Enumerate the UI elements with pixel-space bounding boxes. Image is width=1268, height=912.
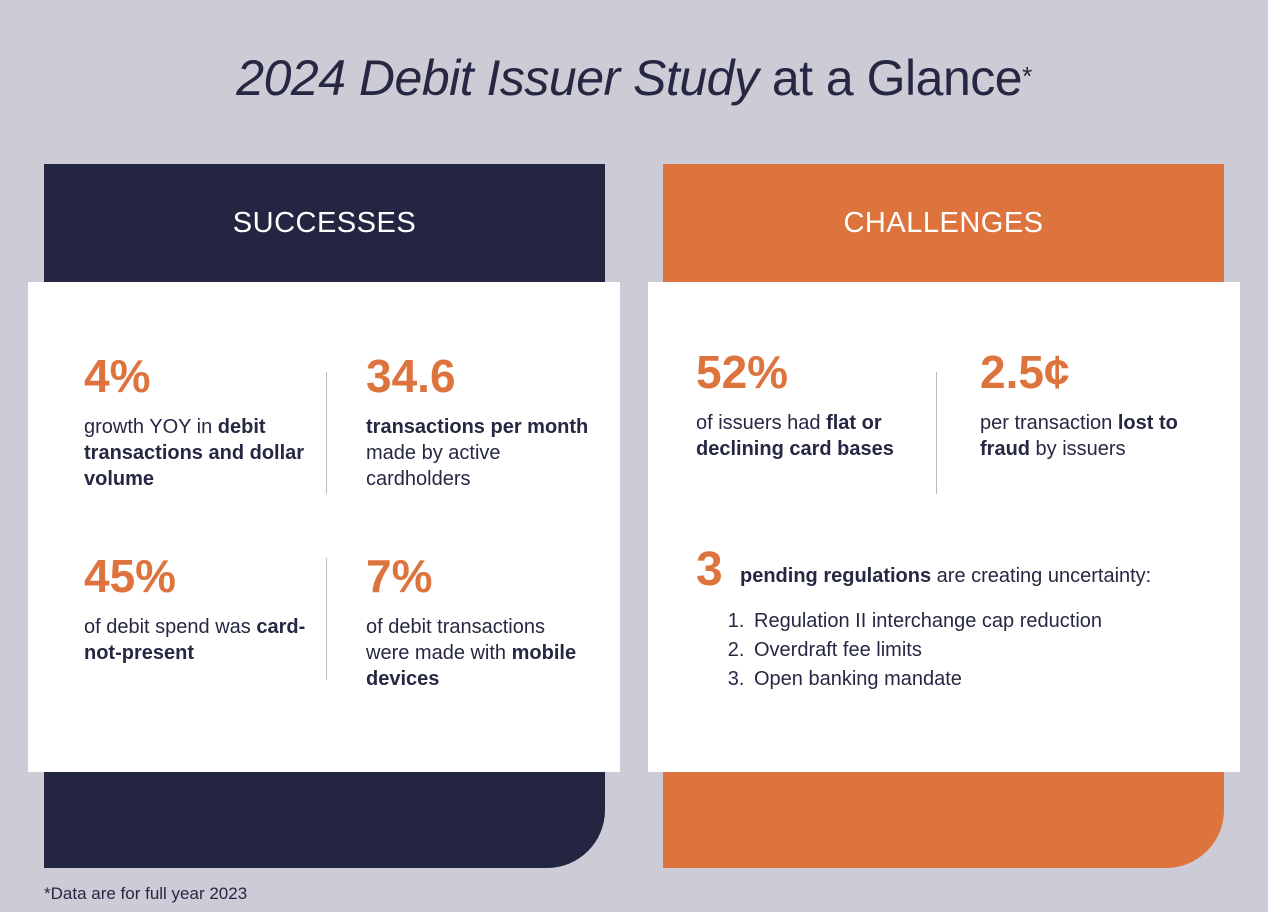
title-italic: 2024 Debit Issuer Study <box>236 50 759 106</box>
stat-mobile: 7% of debit transactions were made with … <box>366 550 586 692</box>
page-title: 2024 Debit Issuer Study at a Glance* <box>0 46 1268 110</box>
stat-description: per transaction lost to fraud by issuers <box>980 412 1178 460</box>
successes-card <box>28 282 620 772</box>
stat-cnp: 45% of debit spend was card-not-present <box>84 550 324 666</box>
title-rest: at a Glance <box>758 50 1023 106</box>
stat-description: transactions per month made by active ca… <box>366 416 589 490</box>
list-item: Regulation II interchange cap reduction <box>750 607 1226 636</box>
stat-growth: 4% growth YOY in debit transactions and … <box>84 350 324 492</box>
challenges-card <box>648 282 1240 772</box>
successes-heading: SUCCESSES <box>232 206 417 239</box>
stat-value: 34.6 <box>366 350 456 402</box>
regulation-list: Regulation II interchange cap reduction … <box>696 607 1226 694</box>
stat-description: of issuers had flat or declining card ba… <box>696 412 894 460</box>
divider <box>326 558 327 680</box>
stat-fraud: 2.5¢ per transaction lost to fraud by is… <box>980 346 1195 462</box>
title-asterisk: * <box>1022 61 1032 91</box>
stat-value: 45% <box>84 550 177 602</box>
list-item: Open banking mandate <box>750 665 1226 694</box>
footnote: *Data are for full year 2023 <box>44 884 248 903</box>
pending-text: pending regulations are creating uncerta… <box>740 565 1152 587</box>
stat-transactions: 34.6 transactions per month made by acti… <box>366 350 606 492</box>
stat-value: 52% <box>696 346 789 398</box>
stat-description: of debit transactions were made with mob… <box>366 616 577 690</box>
divider <box>326 372 327 494</box>
stat-value: 4% <box>84 350 151 402</box>
list-item: Overdraft fee limits <box>750 636 1226 665</box>
stat-description: growth YOY in debit transactions and dol… <box>84 416 305 490</box>
stat-value: 7% <box>366 550 433 602</box>
divider <box>936 372 937 494</box>
challenges-heading: CHALLENGES <box>843 206 1044 239</box>
stat-description: of debit spend was card-not-present <box>84 616 306 664</box>
stat-value: 2.5¢ <box>980 346 1070 398</box>
stat-value: 3 <box>696 543 723 596</box>
pending-regulations: 3 pending regulations are creating uncert… <box>696 542 1226 694</box>
stat-card-bases: 52% of issuers had flat or declining car… <box>696 346 911 462</box>
